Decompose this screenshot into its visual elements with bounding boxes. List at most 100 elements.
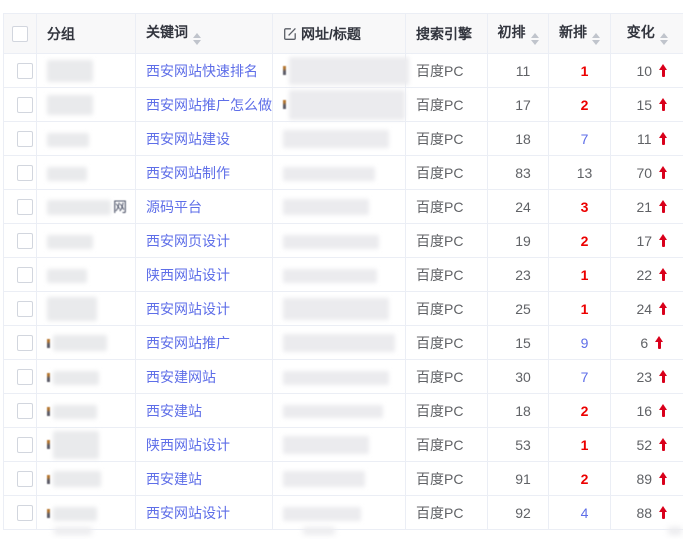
edit-square-icon[interactable]	[283, 27, 297, 41]
table-row: 网 源码平台 百度PC 24 3 21	[3, 189, 683, 224]
row-checkbox[interactable]	[17, 369, 33, 386]
initial-rank-value: 25	[515, 300, 531, 317]
table-row: 西安网站快速排名 百度PC 11 1 10	[3, 53, 683, 88]
keyword-link[interactable]: 西安建网站	[146, 368, 216, 385]
url-title-cell	[272, 461, 406, 496]
initial-rank-cell: 11	[487, 53, 549, 88]
keyword-link[interactable]: 西安网站推广怎么做	[146, 96, 272, 113]
change-value: 10	[636, 62, 653, 79]
select-all-checkbox[interactable]	[12, 26, 28, 43]
row-select-cell	[3, 87, 37, 122]
sort-caret-icon[interactable]	[530, 33, 539, 45]
url-title-cell	[272, 495, 406, 530]
url-redacted-text	[289, 56, 409, 85]
column-header-new-rank: 新排	[548, 13, 611, 54]
sort-caret-icon[interactable]	[592, 33, 600, 45]
table-row: 西安建站 百度PC 18 2 16	[3, 393, 683, 428]
new-rank-cell: 1	[548, 257, 611, 292]
sort-caret-icon[interactable]	[193, 33, 201, 45]
new-rank-value: 2	[580, 470, 589, 487]
new-rank-cell: 7	[548, 121, 611, 156]
keyword-link[interactable]: 陕西网站设计	[146, 436, 230, 453]
column-label-new-rank: 新排	[559, 24, 587, 40]
group-redacted-text	[53, 370, 99, 385]
row-checkbox[interactable]	[17, 403, 33, 420]
keyword-link[interactable]: 西安网页设计	[146, 232, 230, 249]
row-checkbox[interactable]	[17, 471, 33, 488]
keyword-cell: 西安建站	[135, 461, 273, 496]
initial-rank-value: 92	[515, 504, 531, 521]
group-redacted-text	[53, 404, 97, 419]
column-header-url-title: 网址/标题	[272, 13, 406, 54]
row-checkbox[interactable]	[17, 63, 33, 80]
engine-label: 百度PC	[416, 470, 464, 487]
row-select-cell	[3, 189, 37, 224]
row-select-cell	[3, 53, 37, 88]
up-arrow-icon	[659, 64, 668, 77]
url-redacted-text	[283, 268, 377, 283]
group-cell	[36, 427, 136, 462]
column-header-engine: 搜索引擎	[405, 13, 488, 54]
keyword-link[interactable]: 源码平台	[146, 198, 202, 215]
keyword-link[interactable]: 西安建站	[146, 470, 202, 487]
row-checkbox[interactable]	[17, 199, 33, 216]
group-cell	[36, 87, 136, 122]
new-rank-value: 13	[576, 164, 593, 181]
url-redacted-text	[283, 471, 365, 488]
keyword-link[interactable]: 陕西网站设计	[146, 266, 230, 283]
row-checkbox[interactable]	[17, 505, 33, 522]
initial-rank-cell: 25	[487, 291, 549, 326]
keyword-link[interactable]: 西安网站制作	[146, 164, 230, 181]
keyword-link[interactable]: 西安网站建设	[146, 130, 230, 147]
row-checkbox[interactable]	[17, 233, 33, 250]
row-checkbox[interactable]	[17, 335, 33, 352]
initial-rank-value: 91	[515, 470, 531, 487]
new-rank-value: 2	[580, 96, 589, 113]
new-rank-cell: 1	[548, 53, 611, 88]
keyword-link[interactable]: 西安网站推广	[146, 334, 230, 351]
engine-cell: 百度PC	[405, 155, 488, 190]
sort-caret-icon[interactable]	[659, 33, 668, 45]
row-checkbox[interactable]	[17, 165, 33, 182]
row-select-cell	[3, 223, 37, 258]
row-select-cell	[3, 325, 37, 360]
up-arrow-icon	[659, 234, 668, 247]
group-redacted-text	[47, 200, 111, 216]
keyword-link[interactable]: 西安网站设计	[146, 300, 230, 317]
initial-rank-value: 30	[515, 368, 531, 385]
row-checkbox[interactable]	[17, 437, 33, 454]
url-redacted-text	[283, 333, 395, 352]
table-row: 西安网站建设 百度PC 18 7 11	[3, 121, 683, 156]
row-checkbox[interactable]	[17, 97, 33, 114]
engine-cell: 百度PC	[405, 359, 488, 394]
column-label-initial-rank: 初排	[497, 24, 526, 40]
up-arrow-icon	[655, 336, 664, 349]
keyword-link[interactable]: 西安建站	[146, 402, 202, 419]
url-title-cell	[272, 427, 406, 462]
keyword-cell: 西安网站设计	[135, 291, 273, 326]
row-select-cell	[3, 427, 37, 462]
initial-rank-cell: 19	[487, 223, 549, 258]
change-value: 70	[636, 164, 653, 181]
initial-rank-value: 11	[515, 62, 531, 79]
row-checkbox[interactable]	[17, 131, 33, 148]
engine-cell: 百度PC	[405, 189, 488, 224]
url-title-cell	[272, 393, 406, 428]
url-title-cell	[272, 121, 406, 156]
row-checkbox[interactable]	[17, 301, 33, 318]
row-select-cell	[3, 359, 37, 394]
engine-label: 百度PC	[416, 436, 464, 453]
table-row: 西安网站设计 百度PC 92 4 88	[3, 495, 683, 530]
up-arrow-icon	[659, 438, 668, 451]
table-row: 西安网站设计 百度PC 25 1 24	[3, 291, 683, 326]
group-cell	[36, 393, 136, 428]
change-cell: 17	[610, 223, 683, 258]
up-arrow-icon	[659, 472, 668, 485]
keyword-link[interactable]: 西安网站设计	[146, 504, 230, 521]
row-checkbox[interactable]	[17, 267, 33, 284]
up-arrow-icon	[659, 506, 668, 519]
new-rank-cell: 1	[548, 427, 611, 462]
change-cell: 88	[610, 495, 683, 530]
keyword-link[interactable]: 西安网站快速排名	[146, 62, 258, 79]
table-row: 陕西网站设计 百度PC 23 1 22	[3, 257, 683, 292]
